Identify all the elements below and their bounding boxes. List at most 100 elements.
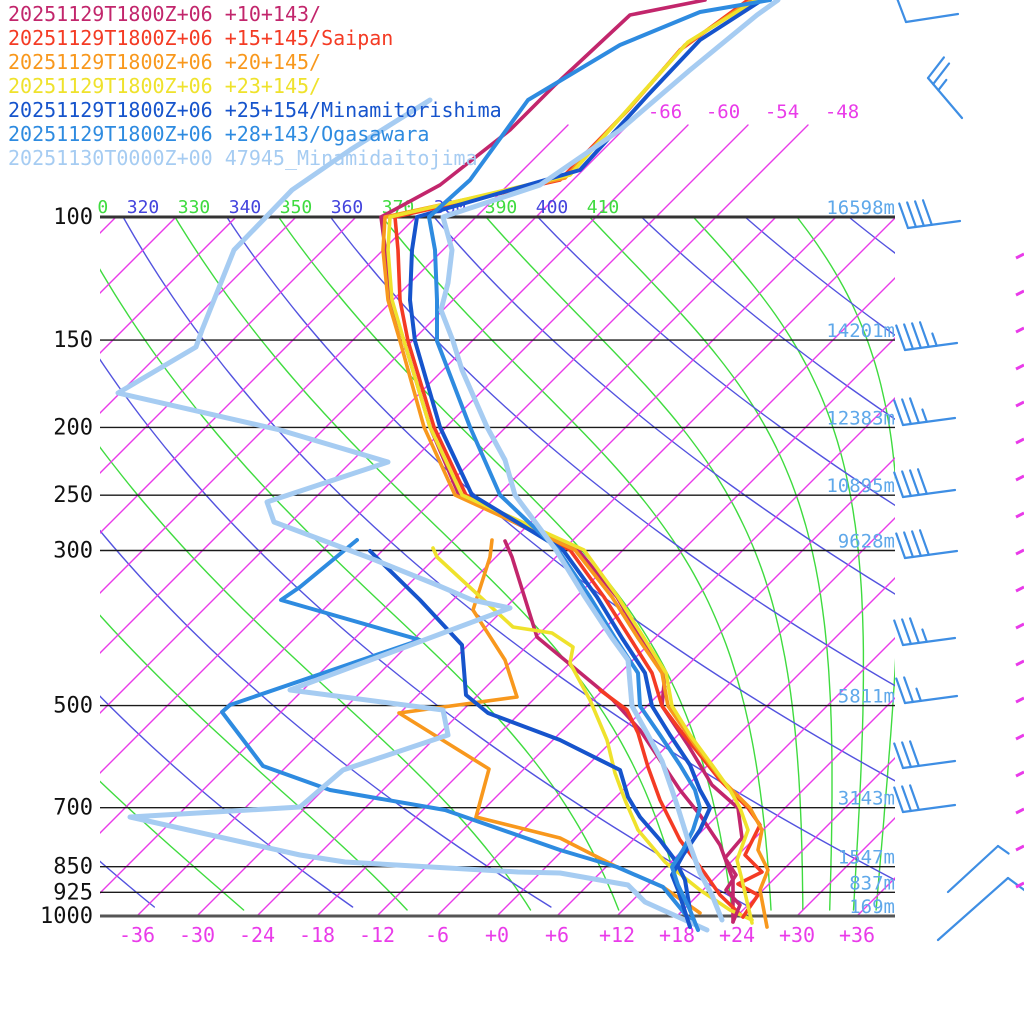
isotherm-line [100, 217, 657, 774]
wind-barb-icon [896, 0, 960, 24]
isotherm-extension-line [595, 124, 689, 218]
edge-tick [1015, 548, 1024, 556]
height-label: 1547m [838, 847, 895, 869]
edge-tick [1015, 844, 1024, 852]
temp-axis-label: +36 [839, 923, 875, 947]
wind-barb-icon [893, 617, 957, 647]
isotherm-line [436, 457, 895, 916]
dry-adiabat-label: 320 [127, 197, 160, 218]
wind-barb-icon [893, 740, 957, 770]
height-label: 14201m [826, 320, 895, 342]
temp-axis-label: -36 [119, 923, 155, 947]
upper-isotherm-label: -48 [825, 101, 859, 123]
upper-isotherm-label: -60 [706, 101, 740, 123]
isotherm-extension-line [535, 124, 629, 218]
pressure-label: 150 [53, 328, 93, 353]
isotherm-line [100, 217, 597, 714]
edge-tick [1015, 807, 1024, 815]
height-label: 837m [849, 872, 895, 894]
dry-adiabat-line [100, 358, 750, 908]
temp-axis-label: +0 [485, 923, 509, 947]
height-label: 16598m [826, 197, 895, 219]
temperature-trace [386, 0, 758, 925]
wind-barb-icon [926, 56, 964, 120]
isotherm-line [496, 517, 895, 916]
pressure-label: 100 [53, 205, 93, 230]
dry-adiabat-label: 360 [331, 197, 364, 218]
temp-axis-label: +24 [719, 923, 755, 947]
moist-adiabat-line [485, 217, 804, 911]
dry-adiabat-line [744, 217, 895, 337]
temperature-trace [408, 0, 764, 929]
pressure-label: 700 [53, 796, 93, 821]
legend-entry: 20251129T1800Z+06 +25+154/Minamitorishim… [8, 98, 502, 122]
legend-entry: 20251129T1800Z+06 +20+145/ [8, 50, 322, 74]
pressure-label: 250 [53, 483, 93, 508]
dewpoint-trace [115, 97, 710, 933]
pressure-label: 850 [53, 855, 93, 880]
pressure-label: 300 [53, 539, 93, 564]
isotherm-line [736, 757, 895, 916]
upper-isotherm-label: -54 [765, 101, 799, 123]
isotherm-extension-line [715, 124, 809, 218]
pressure-label: 925 [53, 880, 93, 905]
dry-adiabat-line [100, 695, 354, 908]
temp-axis-label: -12 [359, 923, 395, 947]
dry-adiabat-label: 400 [536, 197, 569, 218]
dry-adiabat-line [226, 217, 895, 782]
dewpoint-trace [598, 688, 745, 919]
moist-adiabat-label: 410 [587, 197, 620, 218]
height-label: 5811m [838, 686, 895, 708]
temperature-trace [427, 0, 772, 932]
wind-barb-icon [893, 397, 957, 427]
dry-adiabat-line [640, 217, 895, 421]
dry-adiabat-line [122, 217, 895, 881]
edge-tick [1015, 511, 1024, 519]
moist-adiabat-line [588, 217, 833, 911]
isotherm-extension-line [655, 124, 749, 218]
temp-axis-label: -6 [425, 923, 449, 947]
moist-adiabat-line [796, 217, 895, 911]
edge-tick [1015, 437, 1024, 445]
wind-barb-icon [936, 876, 1024, 942]
isotherm-line [196, 217, 895, 916]
edge-tick [1015, 881, 1024, 889]
wind-barb-icon [893, 784, 957, 814]
dry-adiabat-line [329, 217, 895, 687]
moist-adiabat-label: 310 [76, 197, 109, 218]
edge-tick [1015, 289, 1024, 297]
temp-axis-label: +30 [779, 923, 815, 947]
moist-adiabat-line [174, 217, 684, 911]
wind-barb-icon [895, 529, 959, 560]
pressure-label: 1000 [40, 904, 93, 929]
pressure-label: 500 [53, 694, 93, 719]
edge-tick [1015, 400, 1024, 408]
isotherm-line [100, 217, 357, 474]
edge-tick [1015, 474, 1024, 482]
edge-tick [1015, 585, 1024, 593]
legend-entry: 20251129T1800Z+06 +23+145/ [8, 74, 322, 98]
temp-axis-label: -30 [179, 923, 215, 947]
isotherm-line [100, 217, 717, 834]
edge-tick [1015, 252, 1024, 260]
dry-adiabat-line [433, 217, 895, 595]
moist-adiabat-line [100, 614, 408, 911]
moist-adiabat-line [100, 780, 245, 911]
edge-tick [1015, 659, 1024, 667]
temperature-trace [438, 0, 781, 923]
sounding-curves [115, 0, 781, 933]
height-label: 9628m [838, 531, 895, 553]
isotherm-line [100, 217, 237, 354]
temp-axis-label: -24 [239, 923, 275, 947]
dry-adiabat-line [537, 217, 895, 507]
wind-barb-icon [946, 844, 1010, 894]
temp-axis-label: -18 [299, 923, 335, 947]
dry-adiabat-label: 340 [229, 197, 262, 218]
edge-tick [1015, 326, 1024, 334]
wind-barb-column [893, 0, 1024, 942]
height-label: 3143m [838, 788, 895, 810]
moist-adiabat-label: 330 [178, 197, 211, 218]
edge-tick [1015, 770, 1024, 778]
